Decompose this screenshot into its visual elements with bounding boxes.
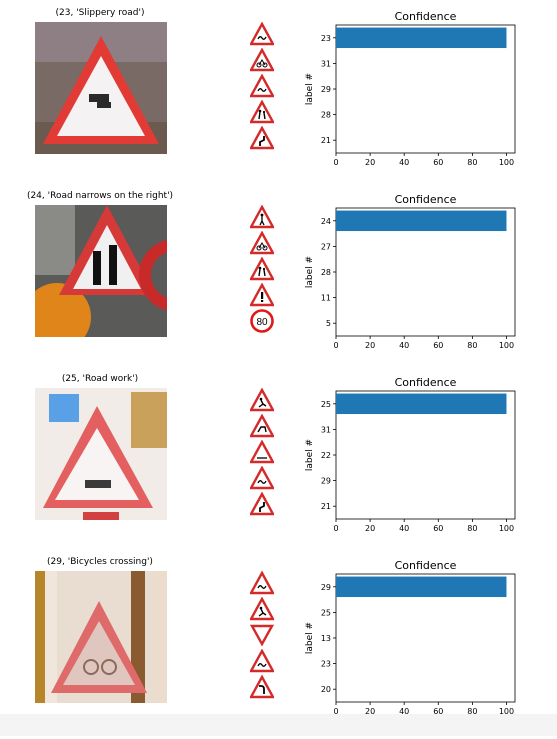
x-tick-label: 60: [433, 158, 443, 167]
y-tick-label: 29: [321, 583, 331, 592]
test-image-road-work: [35, 388, 167, 520]
result-row: (29, 'Bicycles crossing') Confidence labe…: [0, 557, 557, 739]
y-tick-label: 31: [321, 59, 331, 68]
y-tick-label: 25: [321, 400, 331, 409]
chart-title: Confidence: [395, 376, 457, 389]
x-tick-label: 80: [467, 158, 477, 167]
beware-ice-sign-icon: [250, 440, 274, 464]
road-work-sign-icon: [250, 597, 274, 621]
confidence-chart-svg: Confidence label # 0 20 40 60 80 100 29 25 13 23 20: [305, 559, 516, 716]
x-tick-label: 100: [499, 524, 514, 533]
speed-limit-text: 80: [256, 317, 268, 328]
y-tick-label: 20: [321, 685, 331, 694]
x-tick-label: 20: [365, 341, 375, 350]
children-crossing-sign-icon: [250, 257, 274, 281]
yield-sign-icon: [250, 624, 274, 647]
y-axis-label: label #: [305, 439, 315, 471]
x-tick-label: 60: [433, 341, 443, 350]
bar: [336, 210, 507, 232]
y-tick-label: 31: [321, 425, 331, 434]
pedestrians-sign-icon: [250, 205, 274, 229]
x-tick-label: 0: [333, 158, 338, 167]
speed-limit-80-sign-icon: 80: [250, 309, 274, 333]
y-tick-label: 28: [321, 268, 331, 277]
road-work-sign-icon: [250, 388, 274, 412]
y-tick-label: 22: [321, 451, 331, 460]
y-axis-label: label #: [305, 256, 315, 288]
y-tick-label: 29: [321, 477, 331, 486]
y-axis-label: label #: [305, 73, 315, 105]
chart-title: Confidence: [395, 559, 457, 572]
confidence-chart-svg: Confidence label # 0 20 40 60 80 100 23 31 29 28 21: [305, 10, 516, 167]
y-tick-label: 11: [321, 294, 331, 303]
confidence-chart: Confidence label # 0 20 40 60 80 100 23 31 29 28 21: [298, 8, 528, 180]
x-tick-label: 80: [467, 341, 477, 350]
x-tick-label: 100: [499, 341, 514, 350]
children-crossing-sign-icon: [250, 100, 274, 124]
slippery-road-sign-icon: [250, 74, 274, 98]
result-row: (23, 'Slippery road') Confidence label # 0…: [0, 8, 557, 190]
y-tick-label: 21: [321, 502, 331, 511]
x-tick-label: 40: [399, 524, 409, 533]
x-tick-label: 20: [365, 158, 375, 167]
result-row: (25, 'Road work') Confidence label # 0 20 40…: [0, 374, 557, 556]
wild-animals-sign-icon: [250, 414, 274, 438]
confidence-chart: Confidence label # 0 20 40 60 80 100 25 31 22 29 21: [298, 374, 528, 546]
y-tick-label: 23: [321, 34, 331, 43]
bicycles-crossing-sign-icon: [250, 48, 274, 72]
confidence-chart-svg: Confidence label # 0 20 40 60 80 100 25 31 22 29 21: [305, 376, 516, 533]
x-tick-label: 40: [399, 341, 409, 350]
x-tick-label: 20: [365, 707, 375, 716]
x-tick-label: 0: [333, 341, 338, 350]
x-tick-label: 80: [467, 707, 477, 716]
y-tick-label: 24: [321, 217, 331, 226]
y-tick-label: 13: [321, 634, 331, 643]
x-tick-label: 40: [399, 158, 409, 167]
x-tick-label: 80: [467, 524, 477, 533]
bottom-strip: [0, 714, 557, 736]
caution-sign-icon: [250, 283, 274, 307]
x-tick-label: 0: [333, 707, 338, 716]
y-tick-label: 23: [321, 660, 331, 669]
x-tick-label: 60: [433, 524, 443, 533]
bar: [336, 393, 507, 415]
y-tick-label: 27: [321, 242, 331, 251]
confidence-chart-svg: Confidence label # 0 20 40 60 80 100 24 27 28 11 5: [305, 193, 516, 350]
x-tick-label: 0: [333, 524, 338, 533]
confidence-chart: Confidence label # 0 20 40 60 80 100 29 25 13 23 20: [298, 557, 528, 729]
x-tick-label: 100: [499, 707, 514, 716]
test-image-road-narrows: [35, 205, 167, 337]
test-image-slippery-road: [35, 22, 167, 154]
x-tick-label: 40: [399, 707, 409, 716]
image-title: (24, 'Road narrows on the right'): [26, 191, 174, 201]
y-tick-label: 21: [321, 136, 331, 145]
slippery-road-sign-icon: [250, 649, 274, 673]
image-title: (29, 'Bicycles crossing'): [47, 557, 153, 567]
image-title: (23, 'Slippery road'): [55, 8, 145, 18]
x-tick-label: 20: [365, 524, 375, 533]
y-tick-label: 25: [321, 608, 331, 617]
bar: [336, 27, 507, 49]
y-axis-label: label #: [305, 622, 315, 654]
slippery-road-sign-icon: [250, 571, 274, 595]
bicycles-crossing-sign-icon: [250, 231, 274, 255]
double-curve-sign-icon: [250, 126, 274, 150]
slippery-road-sign-icon: [250, 466, 274, 490]
slippery-road-sign-icon: [250, 22, 274, 46]
result-row: (24, 'Road narrows on the right') 80 Con…: [0, 191, 557, 373]
y-tick-label: 29: [321, 85, 331, 94]
test-image-bicycles-crossing: [35, 571, 167, 703]
x-tick-label: 60: [433, 707, 443, 716]
image-title: (25, 'Road work'): [61, 374, 139, 384]
chart-title: Confidence: [395, 10, 457, 23]
double-curve-sign-icon: [250, 492, 274, 516]
y-tick-label: 5: [326, 319, 331, 328]
confidence-chart: Confidence label # 0 20 40 60 80 100 24 27 28 11 5: [298, 191, 528, 363]
y-tick-label: 28: [321, 111, 331, 120]
chart-title: Confidence: [395, 193, 457, 206]
dangerous-curve-sign-icon: [250, 675, 274, 699]
bar: [336, 576, 507, 598]
x-tick-label: 100: [499, 158, 514, 167]
